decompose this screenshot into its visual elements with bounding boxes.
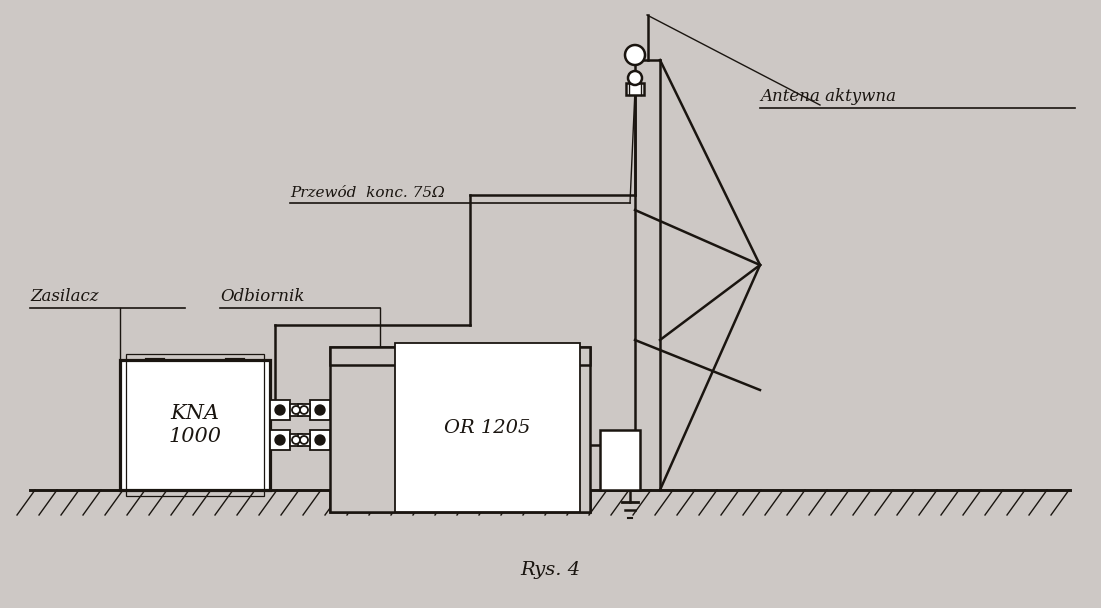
Bar [298, 434, 310, 446]
Bar [330, 347, 590, 512]
Circle shape [315, 405, 325, 415]
Circle shape [625, 45, 645, 65]
Text: Zasilacz: Zasilacz [30, 288, 98, 305]
Bar [330, 347, 590, 365]
Circle shape [292, 406, 299, 414]
Text: Rys. 4: Rys. 4 [520, 561, 580, 579]
Circle shape [275, 435, 285, 445]
Text: OR 1205: OR 1205 [444, 419, 531, 437]
Bar [330, 490, 590, 512]
Circle shape [628, 71, 642, 85]
Text: Odbiornik: Odbiornik [220, 288, 305, 305]
Text: Przewód  konc. 75Ω: Przewód konc. 75Ω [290, 186, 445, 200]
Bar [626, 83, 644, 95]
Circle shape [315, 435, 325, 445]
Text: KNA
1000: KNA 1000 [168, 404, 221, 446]
Circle shape [275, 405, 285, 415]
Bar [126, 354, 264, 496]
Circle shape [299, 406, 308, 414]
Circle shape [292, 436, 299, 444]
Bar [600, 430, 640, 490]
Circle shape [299, 436, 308, 444]
Bar [290, 404, 302, 416]
Bar [298, 404, 310, 416]
Text: Antena aktywna: Antena aktywna [760, 88, 896, 105]
Bar [270, 400, 290, 420]
Bar [310, 400, 330, 420]
Bar [270, 430, 290, 450]
Bar [290, 434, 302, 446]
Bar [395, 343, 580, 512]
Bar [120, 360, 270, 490]
Bar [310, 430, 330, 450]
